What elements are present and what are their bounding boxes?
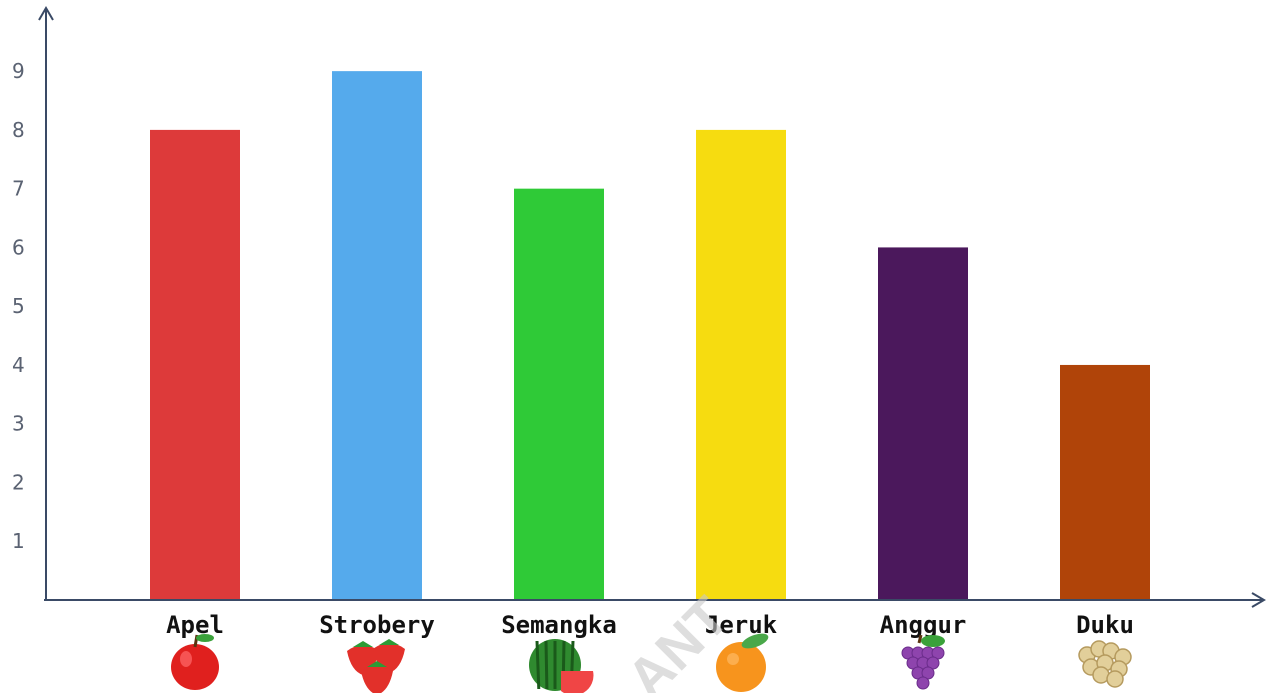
- category-label: Semangka: [501, 611, 617, 639]
- y-tick-label: 3: [12, 412, 25, 436]
- strawberry-icon: [347, 639, 405, 693]
- category-label: Anggur: [880, 611, 967, 639]
- y-axis-arrow: [38, 6, 54, 21]
- bars: [150, 71, 1150, 601]
- y-tick-label: 8: [12, 118, 25, 142]
- bar-semangka: [514, 188, 604, 600]
- y-tick-label: 7: [12, 177, 25, 201]
- y-tick-label: 2: [12, 470, 25, 494]
- y-tick-label: 1: [12, 529, 25, 553]
- grape-icon: [901, 634, 945, 690]
- duku-icon: [1078, 640, 1132, 688]
- x-axis-arrow: [1251, 592, 1266, 608]
- category-label: Strobery: [319, 611, 435, 639]
- bar-apel: [150, 129, 240, 600]
- watermelon-icon: [529, 639, 594, 693]
- bar-strobery: [332, 71, 422, 600]
- bar-jeruk: [696, 129, 786, 600]
- y-tick-label: 9: [12, 59, 25, 83]
- apple-icon: [171, 634, 219, 690]
- bar-anggur: [878, 247, 968, 601]
- bar-duku: [1060, 364, 1150, 600]
- category-labels: Apel Strobery Semangka Jeruk Anggur Duku: [166, 611, 1134, 639]
- fruit-icons: [171, 633, 1132, 693]
- y-tick-label: 4: [12, 353, 25, 377]
- y-tick-label: 5: [12, 294, 25, 318]
- y-axis-ticks: 1 2 3 4 5 6 7 8 9: [12, 59, 25, 553]
- category-label: Duku: [1076, 611, 1134, 639]
- axes: [38, 6, 1266, 608]
- orange-icon: [716, 633, 769, 692]
- y-tick-label: 6: [12, 235, 25, 259]
- category-label: Apel: [166, 611, 224, 639]
